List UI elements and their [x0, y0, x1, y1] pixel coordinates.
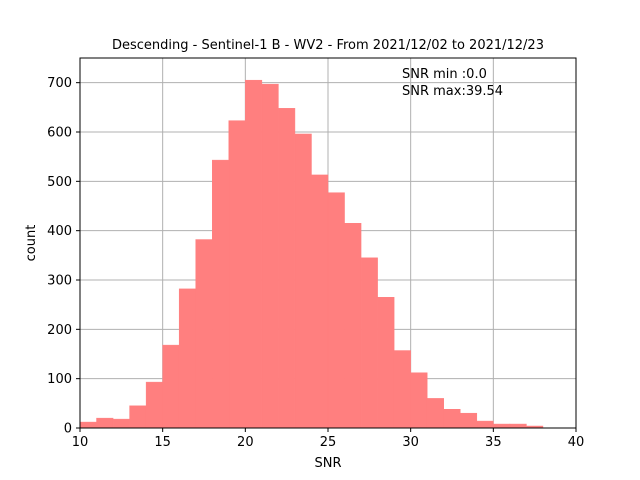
histogram-bar: [162, 344, 180, 429]
y-tick-label: 700: [47, 76, 72, 91]
x-tick-label: 35: [485, 435, 502, 450]
y-tick-label: 600: [47, 126, 72, 141]
histogram-bar: [509, 423, 527, 429]
x-tick-label: 25: [320, 435, 337, 450]
histogram-bar: [344, 223, 362, 429]
histogram-bar: [145, 381, 163, 429]
y-tick-label: 0: [64, 422, 72, 437]
histogram-bar: [261, 83, 279, 429]
histogram-bar: [476, 420, 494, 429]
y-tick-label: 300: [47, 274, 72, 289]
histogram-bar: [360, 257, 378, 429]
y-tick-label: 200: [47, 323, 72, 338]
histogram-bar: [195, 239, 213, 429]
x-tick-label: 20: [237, 435, 254, 450]
y-axis-ticks: 0 100 200 300 400 500 600 700: [47, 76, 80, 437]
histogram-bar: [278, 108, 296, 429]
snr-min-annotation: SNR min :0.0: [402, 67, 487, 82]
y-tick-label: 400: [47, 224, 72, 239]
x-tick-label: 40: [568, 435, 585, 450]
histogram-bar: [460, 412, 478, 429]
histogram-bar: [79, 421, 97, 429]
x-tick-label: 15: [154, 435, 171, 450]
histogram-bar: [129, 405, 147, 429]
y-axis-label: count: [24, 225, 39, 262]
histogram-bar: [96, 417, 114, 429]
histogram-bar: [377, 297, 395, 429]
histogram-bar: [294, 133, 312, 429]
histogram-bar: [410, 372, 428, 429]
histogram-bar: [327, 192, 345, 429]
histogram-bar: [112, 418, 130, 429]
chart-title: Descending - Sentinel-1 B - WV2 - From 2…: [112, 38, 544, 53]
histogram-bar: [426, 398, 444, 429]
y-tick-label: 100: [47, 372, 72, 387]
plot-frame: [79, 57, 577, 429]
histogram-bar: [212, 159, 230, 429]
histogram-bar: [245, 79, 263, 429]
x-axis-label: SNR: [314, 456, 341, 471]
histogram-bars: [79, 79, 544, 429]
histogram-bar: [393, 350, 411, 429]
x-tick-label: 10: [72, 435, 89, 450]
histogram-bar: [311, 174, 329, 429]
x-axis-ticks: 10 15 20 25 30 35 40: [72, 428, 585, 450]
histogram-bar: [493, 423, 511, 429]
histogram-bar: [178, 288, 196, 429]
y-tick-label: 500: [47, 175, 72, 190]
histogram-bar: [443, 409, 461, 429]
x-tick-label: 30: [402, 435, 419, 450]
snr-max-annotation: SNR max:39.54: [402, 84, 503, 99]
histogram-bar: [228, 120, 246, 429]
